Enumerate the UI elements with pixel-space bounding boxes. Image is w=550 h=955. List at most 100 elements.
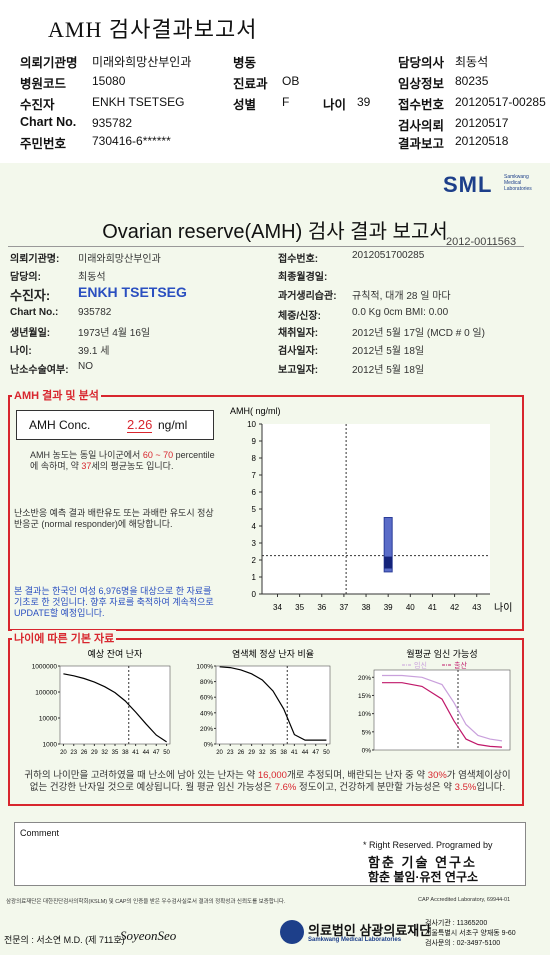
y-tick-label: 7 [252,471,257,480]
field-label: 접수번호 [398,98,445,112]
info-label: 의뢰기관명: [10,254,60,265]
x-tick-label: 44 [143,750,150,756]
info-value: 규칙적, 대개 28 일 마다 [352,291,451,302]
curve [63,673,167,743]
field-value: 최동석 [455,55,489,69]
comment-label: Comment [20,828,60,838]
info-label: 보고일자: [278,365,319,376]
info-label: 최종월경일: [278,272,328,283]
field-label: 결과보고 [398,137,445,151]
info-value: 2012년 5월 18일 [352,365,425,376]
x-tick-label: 47 [312,750,319,756]
info-label: 담당의: [10,272,41,283]
field-value: 20120518 [455,134,509,148]
text: 정도이고, 건강하게 분만할 가능성은 약 [296,782,455,793]
field-label: 주민번호 [20,137,67,151]
x-tick-label: 26 [81,750,88,756]
comment-box [14,822,526,886]
y-tick-label: 6 [252,488,257,497]
info-value: 2012051700285 [352,250,425,261]
basic-box [8,638,524,806]
text: percentile에 속하며, 약 [30,450,215,471]
x-tick-label: 38 [280,750,287,756]
field-value: 730416-6****** [92,134,171,148]
y-tick-label: 1 [252,573,257,582]
field-label: 담당의사 [398,56,445,70]
report-number: 2012-0011563 [446,236,517,248]
field-value: 미래와희망산부인과 [92,55,192,69]
field-label: 병원코드 [20,77,67,91]
x-tick-label: 41 [132,750,139,756]
field-label: 진료과 [233,77,268,91]
x-tick-label: 35 [295,603,304,612]
info-value: 935782 [78,307,112,318]
y-tick-label: 20% [200,726,213,733]
foundation-logo [280,920,304,944]
field-label: 병동 [233,56,257,70]
x-tick-label: 34 [273,603,282,612]
amh-value: 2.26 [127,417,153,433]
field-value: 80235 [455,74,489,88]
plot-bg [215,665,331,745]
chart-title: 월평균 임신 가능성 [406,648,477,659]
amh-result: AMH Conc. 2.26 ng/ml [16,410,214,440]
y-tick-label: 100000 [35,690,57,697]
axis-label: AMH( ng/ml) [230,406,281,416]
x-tick-label: 36 [317,603,326,612]
info-label: 수진자: [10,288,51,303]
x-tick-label: 39 [384,603,393,612]
curve [219,666,327,741]
plot-bg [373,669,511,751]
info-label: 나이: [10,346,32,357]
info-label: Chart No.: [10,307,59,318]
axis-label: 나이 [494,602,512,614]
x-tick-label: 20 [216,750,223,756]
plot-bg [262,424,490,594]
field-label: 수진자 [20,98,55,112]
field-value: 15080 [92,74,126,88]
x-tick-label: 23 [70,750,77,756]
info-label: 생년월일: [10,328,51,339]
field-value: 39 [357,95,371,109]
highlight: 60 ~ 70 [142,450,174,460]
y-tick-label: 10 [247,420,256,429]
text: 귀하의 나이만을 고려하였을 때 난소에 남아 있는 난자는 약 [24,770,258,781]
y-tick-label: 8 [252,454,257,463]
highlight: 30% [427,770,447,781]
contact: 검사기관 : 11365200 서울특별시 서초구 양재동 9-60 검사문의 … [425,919,516,949]
signature: SoyeonSeo [120,928,177,943]
section-title: 나이에 따른 기본 자료 [12,630,117,646]
x-tick-label: 43 [472,603,481,612]
field-value: OB [282,74,300,88]
y-tick-label: 1000 [43,742,58,749]
info-value: 최동석 [78,272,106,283]
info-value: 미래와희망산부인과 [78,254,161,265]
footer-note: 삼광의료재단은 대한진단검사의학회(KSLM) 및 CAP의 인증을 받은 우수… [6,899,286,905]
text: 가 염색체이상이 없는 건강한 난자일 것으로 예상됩니다. 월 평균 임신 가… [29,770,511,793]
text: 세의 평균농도 입니다. [91,461,174,471]
x-tick-label: 29 [91,750,98,756]
x-tick-label: 47 [153,750,160,756]
y-tick-label: 0 [252,590,257,599]
info-label: 채취일자: [278,328,319,339]
x-tick-label: 26 [238,750,245,756]
legend-label: 임신 [414,661,427,670]
amh-para: 난소반응 예측 결과 배란유도 또는 과배란 유도시 정상반응군 (normal… [14,508,214,529]
lab-name: 함춘 기술 연구소 [368,855,477,870]
amh-unit: ng/ml [158,418,188,432]
y-tick-label: 5% [362,729,372,736]
info-value: 0.0 Kg 0cm BMI: 0.00 [352,307,449,318]
x-tick-label: 29 [248,750,255,756]
info-label: 접수번호: [278,254,319,265]
field-label: 검사의뢰 [398,119,445,133]
info-value: 2012년 5월 18일 [352,346,425,357]
amh-para: AMH 농도는 동일 나이군에서 60 ~ 70 percentile에 속하며… [30,450,220,472]
y-tick-label: 4 [252,522,257,531]
info-value: 39.1 세 [78,346,110,357]
y-tick-label: 40% [200,710,213,717]
x-tick-label: 37 [339,603,348,612]
amh-box [8,395,524,631]
info-value: ENKH TSETSEG [78,284,187,300]
contact-line: 서울특별시 서초구 양재동 9-60 [425,930,516,937]
field-label: 의뢰기관명 [20,56,78,70]
